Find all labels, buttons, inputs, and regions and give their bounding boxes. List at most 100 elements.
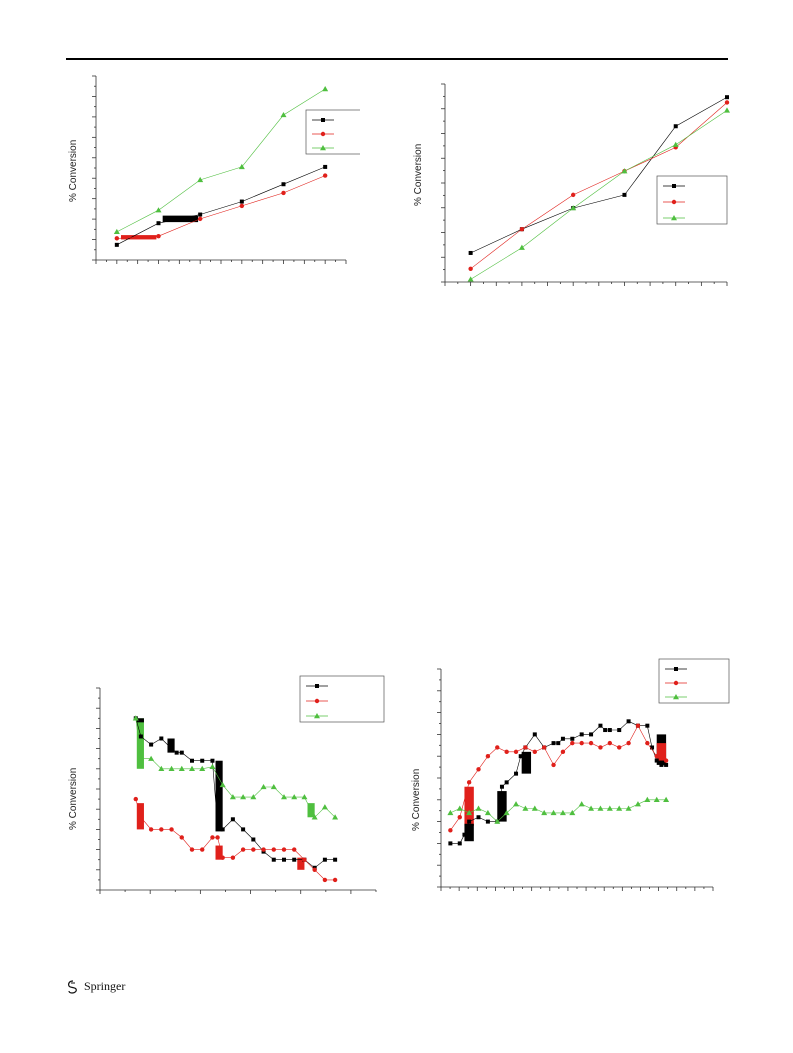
data-point xyxy=(281,794,287,800)
legend-marker xyxy=(671,199,677,205)
data-point xyxy=(616,805,623,811)
data-point xyxy=(448,841,453,846)
data-point xyxy=(114,242,119,247)
data-point xyxy=(169,827,174,832)
data-point xyxy=(219,781,226,788)
data-point xyxy=(261,847,266,852)
data-point xyxy=(281,190,286,196)
series-line xyxy=(470,96,728,254)
data-point xyxy=(725,95,729,100)
springer-logo-icon xyxy=(68,979,77,994)
data-point xyxy=(644,796,651,802)
data-point xyxy=(556,741,561,746)
data-point xyxy=(468,250,473,255)
data-point xyxy=(654,754,659,759)
data-point xyxy=(519,227,525,232)
legend-marker xyxy=(673,694,679,700)
data-point xyxy=(634,801,641,807)
y-axis-label: % Conversion xyxy=(413,143,424,206)
legend-box xyxy=(656,175,728,225)
data-point xyxy=(148,827,154,832)
data-point xyxy=(133,796,138,802)
data-point xyxy=(645,723,650,728)
data-point xyxy=(239,203,245,209)
data-point xyxy=(570,736,575,741)
data-point xyxy=(169,746,174,751)
data-point xyxy=(476,767,481,772)
data-point xyxy=(476,815,481,820)
footer: Springer xyxy=(66,979,125,994)
data-point xyxy=(607,728,612,733)
data-point xyxy=(503,809,510,816)
data-band xyxy=(497,791,507,822)
data-band xyxy=(167,738,175,753)
data-point xyxy=(322,173,328,178)
data-point xyxy=(622,192,627,197)
data-band xyxy=(464,823,474,842)
data-point xyxy=(673,124,678,129)
legend xyxy=(656,175,728,225)
data-point xyxy=(588,805,595,811)
data-point xyxy=(148,755,155,761)
data-point xyxy=(447,809,454,816)
data-point xyxy=(302,857,307,862)
data-point xyxy=(322,877,328,883)
data-point xyxy=(462,832,467,837)
data-point xyxy=(621,168,628,174)
data-point xyxy=(199,765,206,771)
series-line xyxy=(470,102,728,270)
data-point xyxy=(466,780,472,785)
data-point xyxy=(551,762,556,768)
data-point xyxy=(570,740,575,746)
data-point xyxy=(321,804,328,810)
data-point xyxy=(159,736,164,741)
data-point xyxy=(663,796,670,802)
data-point xyxy=(550,809,557,816)
data-point xyxy=(250,794,257,800)
data-point xyxy=(271,847,276,852)
data-point xyxy=(209,763,216,769)
data-point xyxy=(513,801,520,807)
data-point xyxy=(198,212,203,217)
data-point xyxy=(291,794,298,800)
legend-marker xyxy=(314,698,320,704)
data-point xyxy=(617,745,622,750)
data-band xyxy=(136,718,144,769)
chart-bottom-left: % Conversion xyxy=(60,670,390,910)
data-point xyxy=(625,805,632,811)
data-point xyxy=(541,745,547,750)
data-point xyxy=(457,841,462,846)
data-point xyxy=(220,827,225,832)
series-0 xyxy=(133,716,338,870)
data-point xyxy=(215,835,220,840)
data-point xyxy=(485,754,491,759)
data-point xyxy=(569,809,576,816)
data-point xyxy=(494,818,501,824)
data-point xyxy=(179,750,184,755)
data-point xyxy=(570,205,577,211)
series-2 xyxy=(447,796,670,824)
data-point xyxy=(156,221,161,226)
data-point xyxy=(174,750,179,755)
data-point xyxy=(215,823,220,828)
data-point xyxy=(333,857,338,862)
chart-svg-0 xyxy=(92,75,360,264)
data-point xyxy=(159,827,164,832)
legend-marker xyxy=(672,184,676,188)
data-point xyxy=(603,728,608,733)
data-point xyxy=(238,163,245,170)
series-line xyxy=(450,799,667,823)
series-0 xyxy=(114,164,328,247)
data-point xyxy=(178,765,185,771)
data-point xyxy=(531,805,538,811)
legend-box xyxy=(658,658,730,704)
data-point xyxy=(522,805,529,811)
data-point xyxy=(230,817,235,822)
chart-svg-2 xyxy=(96,675,385,894)
data-point xyxy=(311,814,318,820)
data-point xyxy=(200,847,205,852)
data-point xyxy=(597,805,604,811)
series-line xyxy=(116,166,326,246)
data-point xyxy=(189,847,195,852)
axes xyxy=(437,668,714,891)
